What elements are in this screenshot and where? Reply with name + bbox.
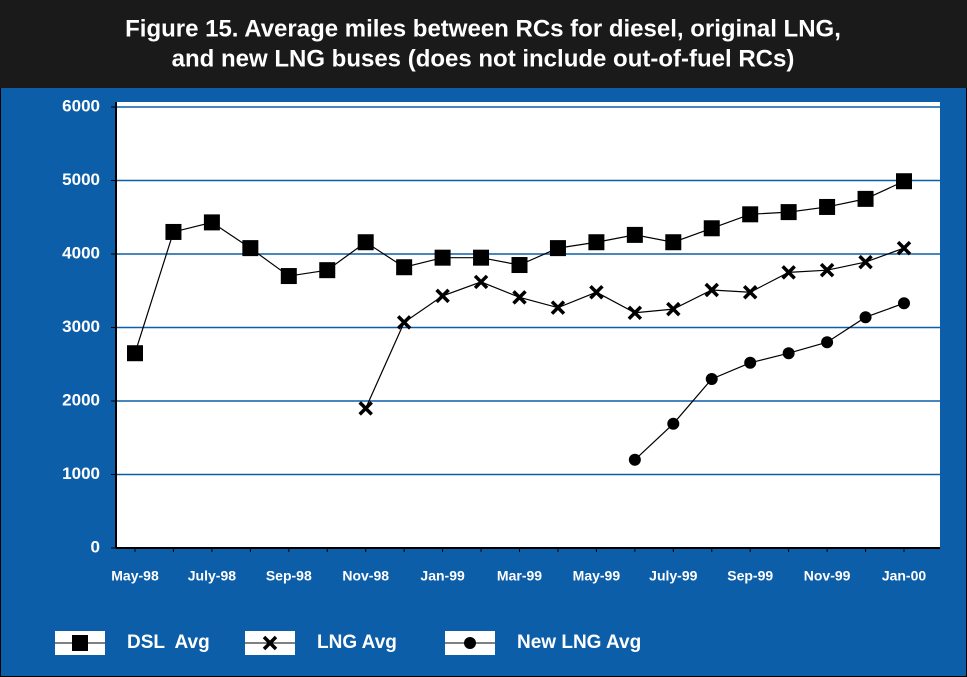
- marker: [821, 336, 834, 349]
- marker: [896, 240, 912, 256]
- marker: [898, 297, 910, 310]
- marker: [667, 417, 680, 430]
- marker: [72, 635, 88, 651]
- x-tick-label: Nov-98: [342, 568, 389, 584]
- marker: [744, 356, 757, 369]
- series-line: [634, 302, 905, 461]
- x-tick-label: Jan-00: [882, 568, 927, 584]
- marker: [588, 234, 605, 251]
- x-tick-label: July-99: [649, 568, 697, 584]
- x-tick-label: Sep-99: [727, 568, 773, 584]
- x-tick-label: May-99: [573, 568, 621, 584]
- y-tick-label: 5000: [62, 170, 100, 189]
- marker: [396, 259, 413, 276]
- x-tick-label: July-98: [188, 568, 236, 584]
- y-tick-label: 6000: [62, 96, 100, 115]
- marker: [473, 274, 489, 290]
- marker: [704, 282, 719, 298]
- marker: [165, 223, 182, 240]
- marker: [780, 204, 797, 221]
- chart-title: Figure 15. Average miles between RCs for…: [125, 15, 841, 42]
- marker: [127, 345, 143, 362]
- legend-label: DSL Avg: [127, 632, 210, 653]
- x-tick-label: Sep-98: [266, 568, 312, 584]
- marker: [473, 249, 490, 266]
- title-band: [0, 0, 967, 88]
- legend-label: LNG Avg: [317, 632, 397, 653]
- marker: [464, 637, 476, 649]
- y-tick-label: 4000: [62, 243, 100, 262]
- marker: [781, 265, 796, 280]
- marker: [666, 301, 681, 317]
- marker: [819, 198, 836, 215]
- marker: [358, 401, 373, 416]
- marker: [511, 257, 528, 274]
- y-tick-label: 3000: [62, 317, 100, 336]
- marker: [742, 284, 758, 300]
- marker: [550, 300, 566, 315]
- marker: [782, 347, 795, 360]
- marker: [858, 254, 873, 270]
- marker: [628, 453, 641, 466]
- marker: [262, 635, 278, 651]
- marker: [627, 305, 643, 321]
- marker: [703, 220, 720, 237]
- marker: [435, 288, 450, 304]
- marker: [859, 311, 872, 324]
- marker: [434, 249, 451, 266]
- marker: [857, 190, 874, 207]
- chart-title: and new LNG buses (does not include out-…: [172, 45, 795, 72]
- marker: [665, 234, 682, 251]
- marker: [280, 268, 297, 285]
- marker: [512, 290, 527, 305]
- marker: [589, 284, 604, 300]
- marker: [705, 372, 718, 385]
- marker: [549, 240, 566, 257]
- x-tick-label: May-98: [111, 568, 159, 584]
- marker: [626, 226, 643, 243]
- marker: [203, 214, 220, 231]
- legend-label: New LNG Avg: [517, 632, 641, 653]
- marker: [396, 315, 412, 330]
- y-tick-label: 2000: [62, 390, 100, 409]
- x-tick-label: Jan-99: [420, 568, 465, 584]
- marker: [357, 234, 374, 251]
- plot-area: [116, 102, 940, 548]
- marker: [819, 262, 835, 278]
- marker: [896, 173, 912, 190]
- marker: [742, 206, 759, 223]
- x-tick-label: Mar-99: [497, 568, 542, 584]
- marker: [319, 262, 336, 279]
- x-tick-label: Nov-99: [804, 568, 851, 584]
- y-tick-label: 0: [91, 537, 100, 556]
- marker: [242, 240, 259, 257]
- y-tick-label: 1000: [62, 464, 100, 483]
